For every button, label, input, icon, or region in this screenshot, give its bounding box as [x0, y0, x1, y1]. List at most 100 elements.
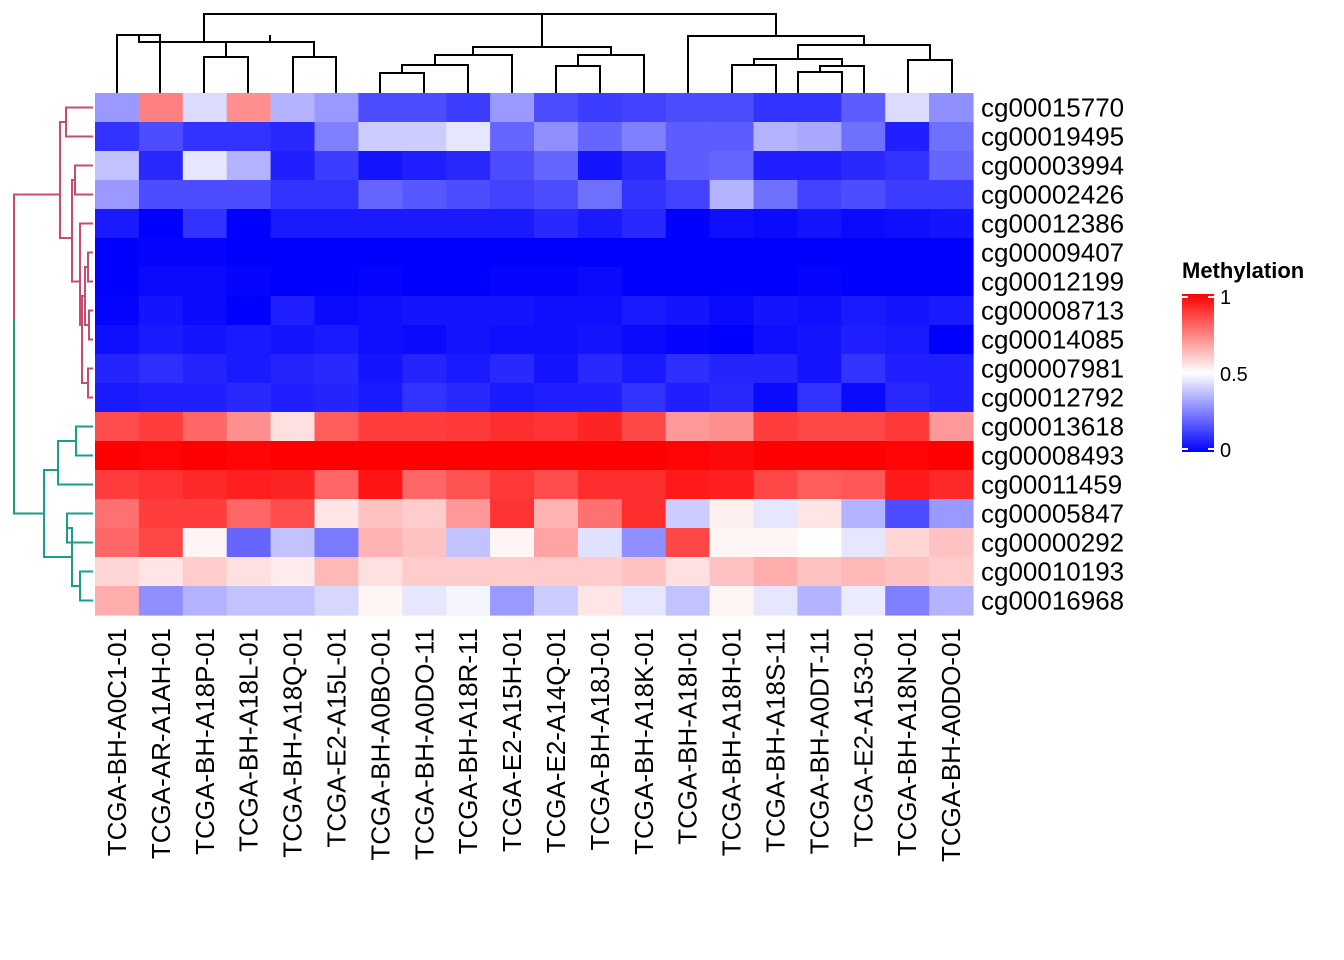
heatmap-cell [138, 151, 184, 181]
heatmap-cell [138, 470, 184, 500]
heatmap-cell [490, 325, 535, 355]
heatmap-cell [665, 209, 711, 239]
heatmap-cell [841, 586, 886, 616]
heatmap-cell [270, 238, 316, 268]
heatmap-cell [182, 354, 228, 384]
heatmap-cell [665, 238, 711, 268]
heatmap-cell [841, 499, 886, 529]
row-dendrogram-branch [79, 222, 93, 326]
heatmap-cell [95, 209, 140, 239]
heatmap-cell [270, 151, 316, 181]
heatmap-cell [226, 441, 272, 471]
column-dendrogram-branch [203, 56, 249, 93]
heatmap-cell [665, 151, 711, 181]
row-dendrogram-branch [75, 425, 93, 457]
heatmap-cell [753, 383, 798, 413]
heatmap-cell [709, 586, 755, 616]
heatmap-cell [138, 586, 184, 616]
heatmap-cell [182, 180, 228, 210]
heatmap-cell [446, 499, 491, 529]
heatmap-cell [138, 296, 184, 326]
heatmap-cell [402, 586, 447, 616]
heatmap-cell [665, 296, 711, 326]
heatmap-cell [929, 238, 974, 268]
heatmap-cell [709, 151, 755, 181]
legend-tick-mid: 0.5 [1220, 364, 1248, 386]
heatmap-cell [577, 586, 623, 616]
heatmap-cell [709, 209, 755, 239]
heatmap-cell [621, 412, 667, 442]
heatmap-cell [402, 383, 447, 413]
heatmap-cell [358, 296, 403, 326]
heatmap-cell [490, 412, 535, 442]
heatmap-cell [665, 499, 711, 529]
row-label: cg00010193 [981, 557, 1124, 587]
heatmap-cell [797, 267, 842, 297]
heatmap-cell [534, 325, 579, 355]
column-label: TCGA-BH-A18Q-01 [278, 628, 308, 858]
heatmap-cell [534, 180, 579, 210]
heatmap-cell [182, 412, 228, 442]
heatmap-cell [358, 238, 403, 268]
heatmap-cell [534, 93, 579, 123]
heatmap-cell [709, 412, 755, 442]
heatmap-cell [402, 441, 447, 471]
heatmap-cell [621, 180, 667, 210]
heatmap-cell [446, 151, 491, 181]
heatmap-cell [577, 499, 623, 529]
heatmap-cell [446, 93, 491, 123]
heatmap-cell [534, 238, 579, 268]
heatmap-cell [182, 325, 228, 355]
heatmap-cell [314, 122, 359, 152]
heatmap-cell [929, 209, 974, 239]
heatmap-cell [534, 209, 579, 239]
heatmap-cell [577, 296, 623, 326]
heatmap-cell [621, 441, 667, 471]
heatmap-cell [841, 470, 886, 500]
heatmap-cell [797, 93, 842, 123]
heatmap-cell [534, 151, 579, 181]
heatmap-cell [314, 412, 359, 442]
heatmap-cell [402, 93, 447, 123]
heatmap-cell [797, 557, 842, 587]
row-label: cg00007981 [981, 354, 1124, 384]
heatmap-cell [885, 180, 930, 210]
heatmap-cell [841, 528, 886, 558]
row-label: cg00002426 [981, 180, 1124, 210]
column-dendrogram-branch [907, 59, 953, 93]
heatmap-cell [534, 296, 579, 326]
row-dendrogram-branch [59, 121, 72, 239]
heatmap-cell [753, 441, 798, 471]
row-label: cg00005847 [981, 499, 1124, 529]
heatmap-cell [490, 209, 535, 239]
heatmap-cell [314, 499, 359, 529]
heatmap-cell [358, 180, 403, 210]
column-dendrogram-branch [116, 34, 161, 93]
column-dendrogram-branch [797, 71, 843, 93]
row-label: cg00000292 [981, 528, 1124, 558]
row-label: cg00012199 [981, 267, 1124, 297]
column-dendrogram-branch [555, 65, 601, 93]
row-dendrogram-branch [13, 320, 44, 515]
heatmap-cell [929, 441, 974, 471]
column-label: TCGA-AR-A1AH-01 [146, 628, 176, 859]
heatmap-cell [534, 528, 579, 558]
heatmap-cell [709, 238, 755, 268]
heatmap-cell [358, 441, 403, 471]
heatmap-cell [709, 93, 755, 123]
heatmap-cell [402, 412, 447, 442]
heatmap-cell [270, 325, 316, 355]
heatmap-cell [797, 151, 842, 181]
heatmap-cell [138, 383, 184, 413]
heatmap-cell [929, 180, 974, 210]
column-label: TCGA-BH-A18J-01 [585, 628, 615, 851]
heatmap-cell [929, 354, 974, 384]
row-label: cg00008493 [981, 441, 1124, 471]
heatmap-cell [446, 354, 491, 384]
heatmap-cell [929, 499, 974, 529]
heatmap-cell [709, 296, 755, 326]
legend-tick-high: 1 [1220, 287, 1231, 309]
heatmap-cell [446, 238, 491, 268]
heatmap-cell [665, 180, 711, 210]
heatmap-cell [534, 412, 579, 442]
